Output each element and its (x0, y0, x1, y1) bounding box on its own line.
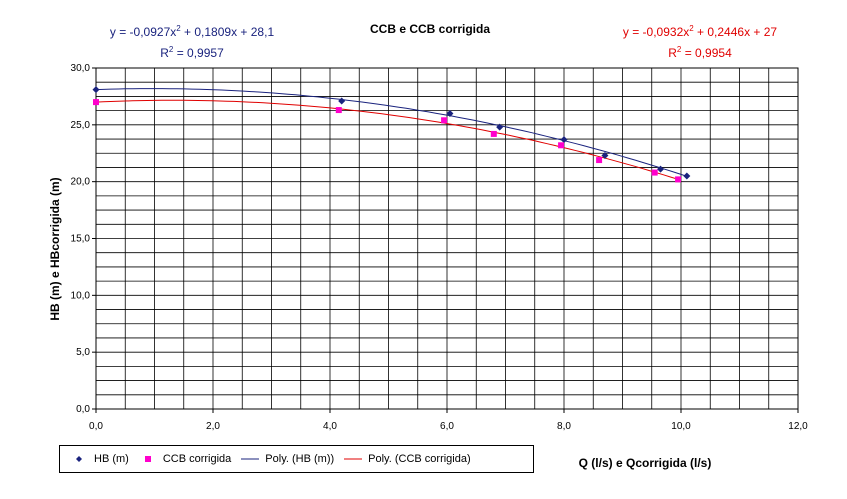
r2-hb-sup: 2 (168, 45, 174, 54)
equation-ccb-pre: y = -0,0932x (622, 25, 690, 39)
legend-label-poly-ccb: Poly. (CCB corrigida) (368, 453, 471, 465)
trendline (95, 88, 688, 177)
tick-labels: 0,0 2,0 4,0 6,0 8,0 10,0 12,0 0,0 5,0 10,0 15,0 20,… (71, 63, 809, 432)
equation-hb-pre: y = -0,0927x (109, 25, 177, 39)
r2-ccb-label: R (668, 46, 677, 60)
data-point-hb (601, 152, 609, 160)
data-point-hb (446, 109, 454, 117)
data-point-ccb (441, 117, 448, 124)
legend-item-ccb: CCB corrigida (139, 453, 231, 465)
equation-hb: y = -0,0927x2 + 0,1809x + 28,1 R2 = 0,99… (92, 20, 292, 62)
data-point-hb (338, 97, 346, 105)
equation-hb-line: y = -0,0927x2 + 0,1809x + 28,1 (92, 20, 292, 41)
equation-hb-sup: 2 (176, 24, 181, 33)
r2-hb-value: = 0,9957 (173, 46, 224, 60)
trendline (95, 99, 679, 180)
legend: HB (m) CCB corrigida Poly. (HB (m)) Poly… (59, 445, 534, 473)
r2-ccb-sup: 2 (676, 45, 682, 54)
diamond-marker-icon (70, 454, 88, 464)
r2-hb-label: R (160, 46, 169, 60)
y-tick-label: 25,0 (71, 120, 91, 131)
data-point-ccb (490, 130, 497, 137)
axes (92, 67, 799, 413)
r2-hb-line: R2 = 0,9957 (92, 41, 292, 62)
data-point-ccb (93, 99, 99, 106)
y-tick-label: 10,0 (71, 290, 91, 301)
chart-title: CCB e CCB corrigida (369, 22, 491, 36)
legend-item-poly-ccb: Poly. (CCB corrigida) (344, 453, 471, 465)
y-tick-label: 20,0 (71, 177, 91, 188)
legend-label-ccb: CCB corrigida (162, 453, 232, 465)
r2-ccb-line: R2 = 0,9954 (600, 41, 800, 62)
x-tick-label: 2,0 (206, 421, 220, 432)
y-tick-label: 5,0 (76, 347, 90, 358)
equation-ccb-line: y = -0,0932x2 + 0,2446x + 27 (600, 20, 800, 41)
x-tick-label: 4,0 (323, 421, 337, 432)
equation-ccb-rest: + 0,2446x + 27 (693, 25, 778, 39)
legend-item-hb: HB (m) (70, 453, 129, 465)
square-marker-icon (139, 454, 157, 464)
data-point-ccb (335, 107, 342, 114)
y-tick-label: 15,0 (71, 234, 91, 245)
data-point-hb (560, 136, 568, 144)
data-point-ccb (675, 176, 682, 183)
data-point-hb (496, 123, 504, 131)
y-tick-label: 30,0 (71, 63, 91, 74)
data-point-ccb (558, 142, 565, 149)
x-tick-label: 12,0 (788, 421, 808, 432)
x-tick-label: 6,0 (440, 421, 454, 432)
data-point-hb (657, 165, 665, 173)
x-tick-label: 8,0 (557, 421, 571, 432)
trendlines (95, 88, 688, 180)
x-tick-label: 0,0 (89, 421, 103, 432)
data-point-hb (683, 172, 691, 180)
data-point-hb (92, 86, 100, 94)
equation-ccb: y = -0,0932x2 + 0,2446x + 27 R2 = 0,9954 (600, 20, 800, 62)
y-tick-label: 0,0 (76, 404, 90, 415)
markers (92, 86, 691, 183)
y-axis-label: HB (m) e HBcorrigida (m) (48, 177, 62, 321)
x-tick-label: 10,0 (671, 421, 691, 432)
legend-label-hb: HB (m) (94, 453, 129, 465)
x-axis-label: Q (l/s) e Qcorrigida (l/s) (578, 456, 712, 470)
line-icon (241, 454, 260, 464)
data-point-ccb (596, 157, 603, 164)
legend-item-poly-hb: Poly. (HB (m)) (241, 453, 334, 465)
r2-ccb-value: = 0,9954 (681, 46, 732, 60)
equation-ccb-sup: 2 (689, 24, 694, 33)
legend-label-poly-hb: Poly. (HB (m)) (265, 453, 335, 465)
equation-hb-rest: + 0,1809x + 28,1 (180, 25, 275, 39)
line-icon (344, 454, 363, 464)
data-point-ccb (651, 169, 658, 176)
